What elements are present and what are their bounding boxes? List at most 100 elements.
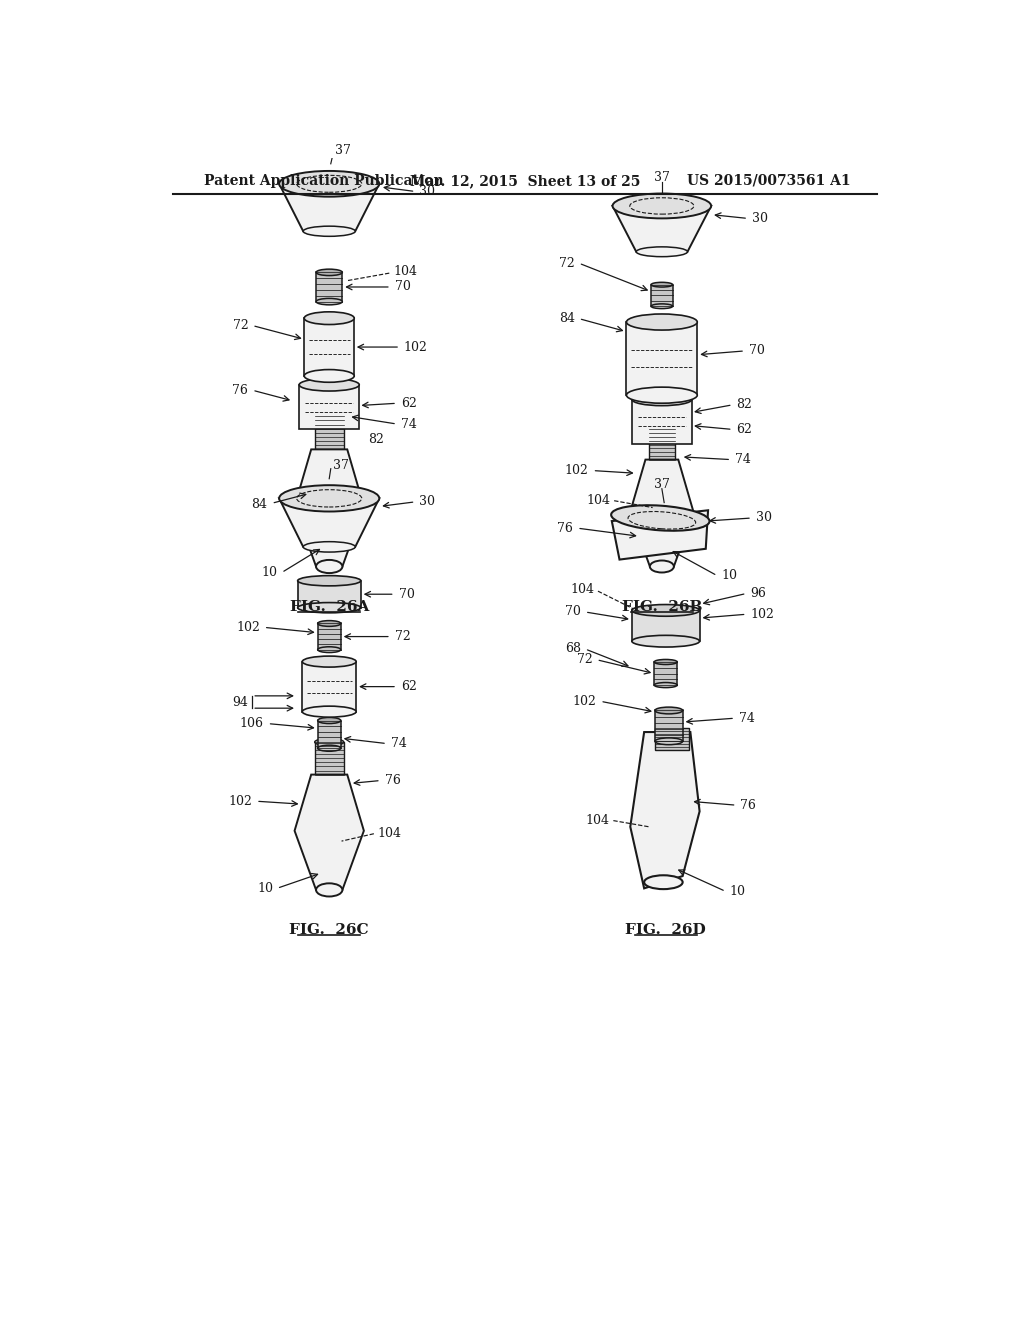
Text: 104: 104	[586, 814, 609, 828]
Text: 70: 70	[398, 587, 415, 601]
FancyBboxPatch shape	[632, 400, 692, 444]
Ellipse shape	[654, 682, 677, 688]
Polygon shape	[295, 775, 364, 890]
Text: 74: 74	[391, 737, 407, 750]
Ellipse shape	[314, 738, 344, 746]
Polygon shape	[611, 511, 708, 560]
Text: 30: 30	[752, 213, 768, 224]
Text: 30: 30	[419, 185, 435, 198]
Polygon shape	[631, 459, 693, 566]
Ellipse shape	[299, 379, 359, 391]
Ellipse shape	[612, 194, 711, 218]
Text: 84: 84	[559, 312, 574, 325]
Text: 96: 96	[751, 587, 766, 601]
Polygon shape	[612, 206, 711, 252]
Ellipse shape	[636, 247, 687, 256]
FancyBboxPatch shape	[314, 742, 344, 775]
Text: 37: 37	[654, 172, 670, 185]
FancyBboxPatch shape	[655, 729, 689, 750]
Ellipse shape	[644, 875, 683, 890]
Ellipse shape	[298, 576, 360, 586]
Text: 104: 104	[393, 265, 417, 279]
Text: 102: 102	[403, 341, 428, 354]
Text: Patent Application Publication: Patent Application Publication	[204, 174, 443, 187]
FancyBboxPatch shape	[627, 322, 697, 395]
FancyBboxPatch shape	[299, 385, 359, 429]
FancyBboxPatch shape	[317, 721, 341, 748]
Text: FIG.  26A: FIG. 26A	[290, 599, 369, 614]
Text: 30: 30	[756, 511, 772, 524]
Ellipse shape	[316, 883, 342, 896]
Ellipse shape	[655, 738, 683, 744]
Polygon shape	[280, 499, 379, 546]
Ellipse shape	[280, 170, 379, 197]
Polygon shape	[631, 733, 699, 888]
Ellipse shape	[317, 620, 341, 627]
Text: 84: 84	[252, 499, 267, 511]
Ellipse shape	[627, 387, 697, 403]
Ellipse shape	[304, 312, 354, 325]
Text: Mar. 12, 2015  Sheet 13 of 25: Mar. 12, 2015 Sheet 13 of 25	[410, 174, 640, 187]
Text: 102: 102	[228, 795, 252, 808]
Ellipse shape	[632, 393, 692, 405]
Text: 106: 106	[240, 717, 264, 730]
Text: 82: 82	[736, 399, 753, 412]
Ellipse shape	[317, 746, 341, 751]
Ellipse shape	[651, 304, 673, 309]
Text: 62: 62	[736, 422, 753, 436]
Text: 102: 102	[565, 465, 589, 477]
FancyBboxPatch shape	[298, 581, 360, 607]
Text: FIG.  26C: FIG. 26C	[290, 923, 369, 937]
Text: 37: 37	[333, 459, 349, 473]
FancyBboxPatch shape	[314, 416, 344, 449]
Text: 76: 76	[232, 384, 249, 397]
Ellipse shape	[316, 560, 342, 573]
Ellipse shape	[611, 506, 710, 531]
Ellipse shape	[302, 706, 356, 717]
Ellipse shape	[316, 298, 342, 305]
Text: 104: 104	[570, 583, 594, 597]
Ellipse shape	[304, 370, 354, 383]
Text: 74: 74	[735, 453, 751, 466]
FancyBboxPatch shape	[304, 318, 354, 376]
Ellipse shape	[632, 605, 699, 616]
Polygon shape	[280, 183, 379, 231]
Text: 62: 62	[400, 680, 417, 693]
Text: FIG.  26B: FIG. 26B	[622, 599, 702, 614]
Text: 37: 37	[336, 144, 351, 157]
Ellipse shape	[655, 708, 683, 714]
Text: 94: 94	[232, 696, 249, 709]
Text: 74: 74	[739, 711, 755, 725]
Text: US 2015/0073561 A1: US 2015/0073561 A1	[687, 174, 851, 187]
Text: 70: 70	[565, 606, 581, 619]
FancyBboxPatch shape	[316, 272, 342, 302]
Ellipse shape	[298, 602, 360, 612]
Text: FIG.  26D: FIG. 26D	[626, 923, 707, 937]
Ellipse shape	[650, 561, 674, 573]
Text: 70: 70	[749, 345, 765, 358]
Ellipse shape	[316, 269, 342, 276]
Text: 76: 76	[740, 799, 757, 812]
Ellipse shape	[317, 647, 341, 652]
Text: 76: 76	[557, 521, 573, 535]
Text: 102: 102	[751, 607, 774, 620]
Text: 10: 10	[721, 569, 737, 582]
Text: 37: 37	[654, 478, 670, 491]
FancyBboxPatch shape	[302, 661, 356, 711]
Text: 102: 102	[237, 620, 260, 634]
Text: 104: 104	[587, 494, 610, 507]
Text: 62: 62	[400, 397, 417, 409]
Text: 76: 76	[385, 774, 400, 787]
Text: 72: 72	[232, 319, 249, 333]
Text: 102: 102	[572, 694, 596, 708]
Text: 30: 30	[419, 495, 435, 508]
Text: 82: 82	[368, 433, 384, 446]
FancyBboxPatch shape	[648, 429, 675, 459]
FancyBboxPatch shape	[655, 710, 683, 742]
FancyBboxPatch shape	[632, 610, 699, 642]
Ellipse shape	[317, 718, 341, 723]
Ellipse shape	[303, 226, 355, 236]
Ellipse shape	[651, 282, 673, 286]
Text: 68: 68	[565, 643, 581, 656]
Ellipse shape	[280, 486, 379, 512]
